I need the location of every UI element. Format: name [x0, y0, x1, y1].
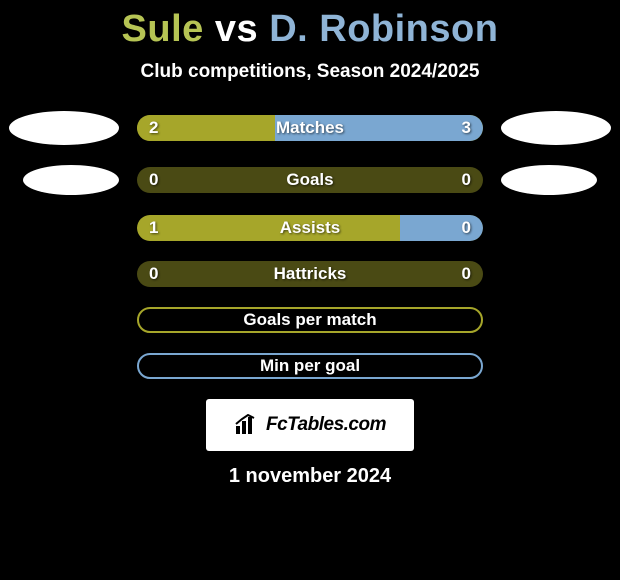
- vs-text: vs: [215, 8, 258, 50]
- stat-row: 2 3 Matches: [0, 111, 620, 145]
- stat-value-left: 0: [149, 170, 158, 190]
- stat-value-left: 2: [149, 118, 158, 138]
- stat-bar: 1 0 Assists: [137, 215, 483, 241]
- stat-label: Min per goal: [260, 356, 360, 376]
- stat-bar: 2 3 Matches: [137, 115, 483, 141]
- player2-name: D. Robinson: [269, 8, 498, 50]
- stat-value-right: 3: [462, 118, 471, 138]
- stat-bar: 0 0 Goals: [137, 167, 483, 193]
- player2-avatar: [501, 111, 611, 145]
- stat-bar-outline: Goals per match: [137, 307, 483, 333]
- stat-label: Assists: [280, 218, 340, 238]
- stat-row: 0 0 Hattricks: [0, 261, 620, 287]
- stat-row: Goals per match: [0, 307, 620, 333]
- chart-icon: [234, 414, 260, 436]
- stat-bar-outline: Min per goal: [137, 353, 483, 379]
- stats-area: 2 3 Matches 0 0 Goals 1 0 Assists 0 0 Hattricks Goal…: [0, 111, 620, 379]
- stat-bar: 0 0 Hattricks: [137, 261, 483, 287]
- logo-text: FcTables.com: [266, 414, 386, 436]
- page-title: Sule vs D. Robinson: [0, 8, 620, 51]
- stat-value-right: 0: [462, 264, 471, 284]
- stat-value-right: 0: [462, 170, 471, 190]
- stat-row: 1 0 Assists: [0, 215, 620, 241]
- player2-avatar: [501, 165, 597, 195]
- player1-name: Sule: [122, 8, 204, 50]
- subtitle: Club competitions, Season 2024/2025: [0, 61, 620, 83]
- date-text: 1 november 2024: [0, 465, 620, 488]
- stat-label: Goals: [286, 170, 333, 190]
- stat-value-left: 1: [149, 218, 158, 238]
- player1-avatar: [23, 165, 119, 195]
- stat-label: Goals per match: [243, 310, 376, 330]
- stat-row: Min per goal: [0, 353, 620, 379]
- bar-fill-left: [137, 215, 400, 241]
- player1-avatar: [9, 111, 119, 145]
- stat-label: Matches: [276, 118, 344, 138]
- source-logo: FcTables.com: [206, 399, 414, 451]
- stat-label: Hattricks: [274, 264, 347, 284]
- stat-row: 0 0 Goals: [0, 165, 620, 195]
- comparison-card: Sule vs D. Robinson Club competitions, S…: [0, 0, 620, 488]
- stat-value-right: 0: [462, 218, 471, 238]
- stat-value-left: 0: [149, 264, 158, 284]
